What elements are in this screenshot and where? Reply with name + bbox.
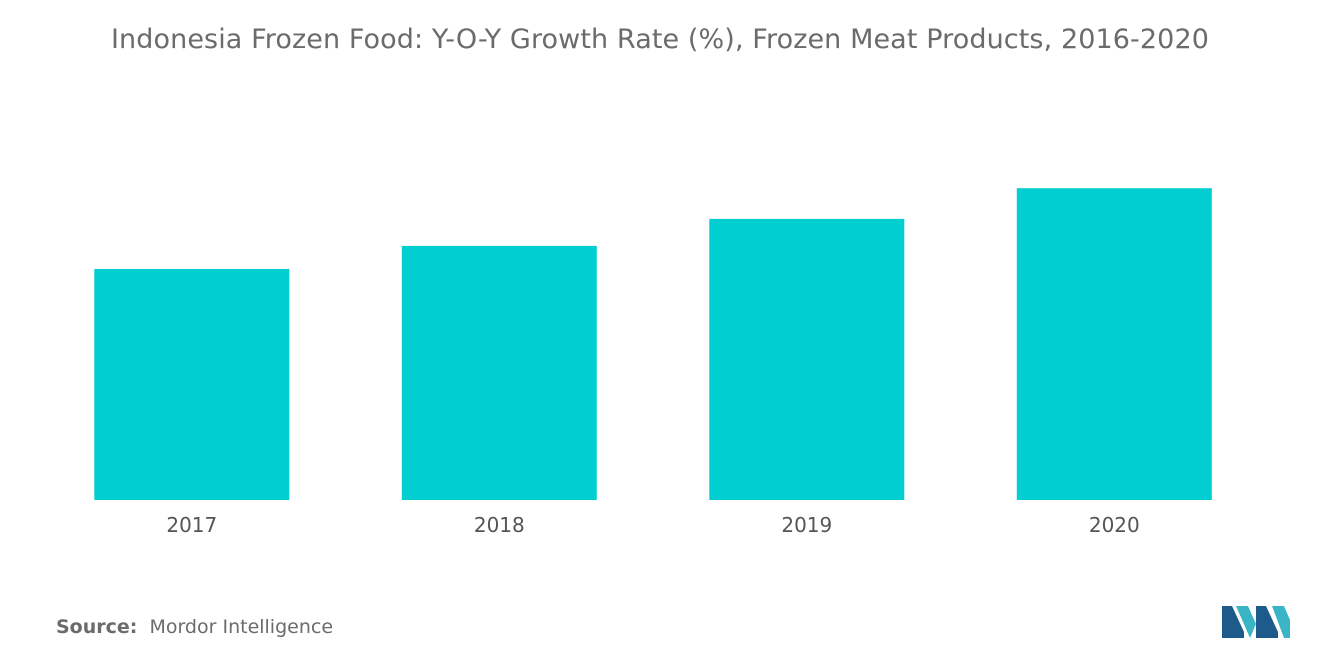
source-note: Source: Mordor Intelligence: [56, 616, 333, 638]
bar-2019: [709, 218, 905, 500]
bar-2018: [401, 245, 597, 500]
x-tick-labels-group: 2017 2018 2019 2020: [166, 513, 1139, 537]
mordor-intelligence-logo-icon: [1222, 606, 1290, 638]
source-label: Source:: [56, 616, 138, 638]
bar-2017: [94, 269, 290, 500]
x-tick-label-2018: 2018: [474, 513, 525, 537]
chart-title: Indonesia Frozen Food: Y-O-Y Growth Rate…: [110, 24, 1210, 55]
x-tick-label-2019: 2019: [781, 513, 832, 537]
x-tick-label-2020: 2020: [1089, 513, 1140, 537]
bar-2020: [1016, 188, 1212, 500]
x-tick-label-2017: 2017: [166, 513, 217, 537]
bars-group: [94, 188, 1212, 500]
source-text: Mordor Intelligence: [149, 616, 334, 638]
